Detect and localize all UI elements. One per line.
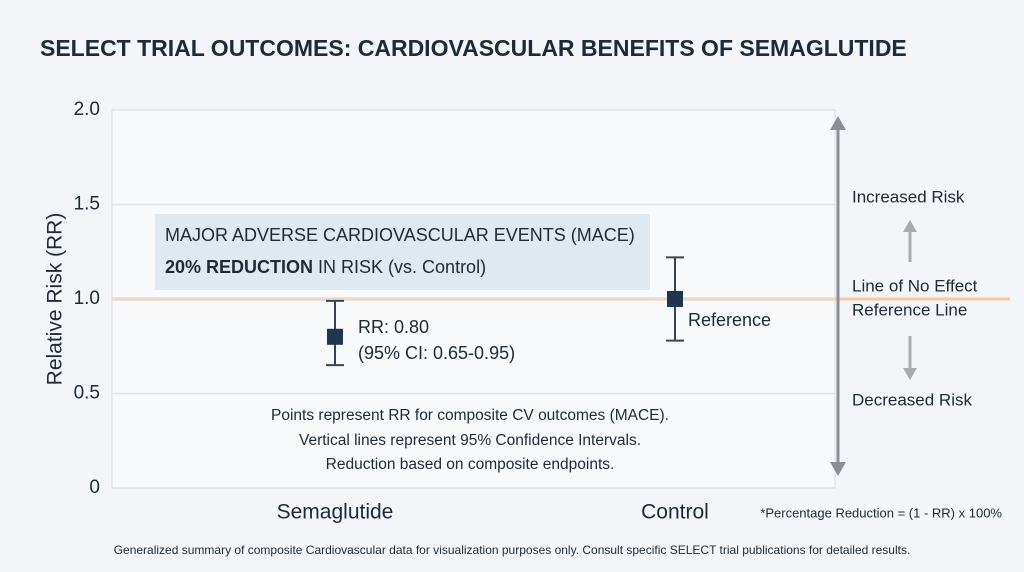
side-label: Line of No Effect bbox=[852, 276, 978, 295]
y-tick-label: 2.0 bbox=[74, 99, 100, 120]
direction-arrows bbox=[903, 220, 917, 380]
footer: Generalized summary of composite Cardiov… bbox=[114, 543, 911, 557]
formula: *Percentage Reduction = (1 - RR) x 100% bbox=[760, 505, 1002, 520]
point-label: (95% CI: 0.65-0.95) bbox=[358, 343, 515, 363]
x-tick-label: Semaglutide bbox=[277, 501, 394, 524]
mace-rest: IN RISK (vs. Control) bbox=[313, 257, 486, 277]
point-label: Reference bbox=[688, 310, 771, 330]
mace-reduction: 20% REDUCTION IN RISK (vs. Control) bbox=[165, 257, 486, 277]
y-tick-label: 0.5 bbox=[74, 383, 100, 404]
point-marker bbox=[667, 291, 683, 307]
mace-bold: 20% REDUCTION bbox=[165, 257, 313, 277]
mace-heading: MAJOR ADVERSE CARDIOVASCULAR EVENTS (MAC… bbox=[165, 225, 635, 245]
point-marker bbox=[327, 328, 343, 345]
chart-title: SELECT TRIAL OUTCOMES: CARDIOVASCULAR BE… bbox=[40, 35, 907, 61]
point-label: RR: 0.80 bbox=[358, 317, 429, 337]
note: Points represent RR for composite CV out… bbox=[271, 407, 669, 424]
y-tick-label: 1.0 bbox=[74, 288, 100, 309]
x-tick-label: Control bbox=[641, 501, 709, 524]
mace-box bbox=[155, 214, 650, 290]
note: Vertical lines represent 95% Confidence … bbox=[299, 432, 641, 449]
side-label: Reference Line bbox=[852, 300, 967, 319]
side-label: Decreased Risk bbox=[852, 390, 972, 409]
y-tick-label: 0 bbox=[89, 477, 100, 498]
side-label: Increased Risk bbox=[852, 187, 965, 206]
note: Reduction based on composite endpoints. bbox=[326, 456, 615, 473]
y-axis-label: Relative Risk (RR) bbox=[44, 213, 67, 386]
y-tick-label: 1.5 bbox=[74, 194, 100, 215]
range-arrow bbox=[830, 116, 846, 476]
